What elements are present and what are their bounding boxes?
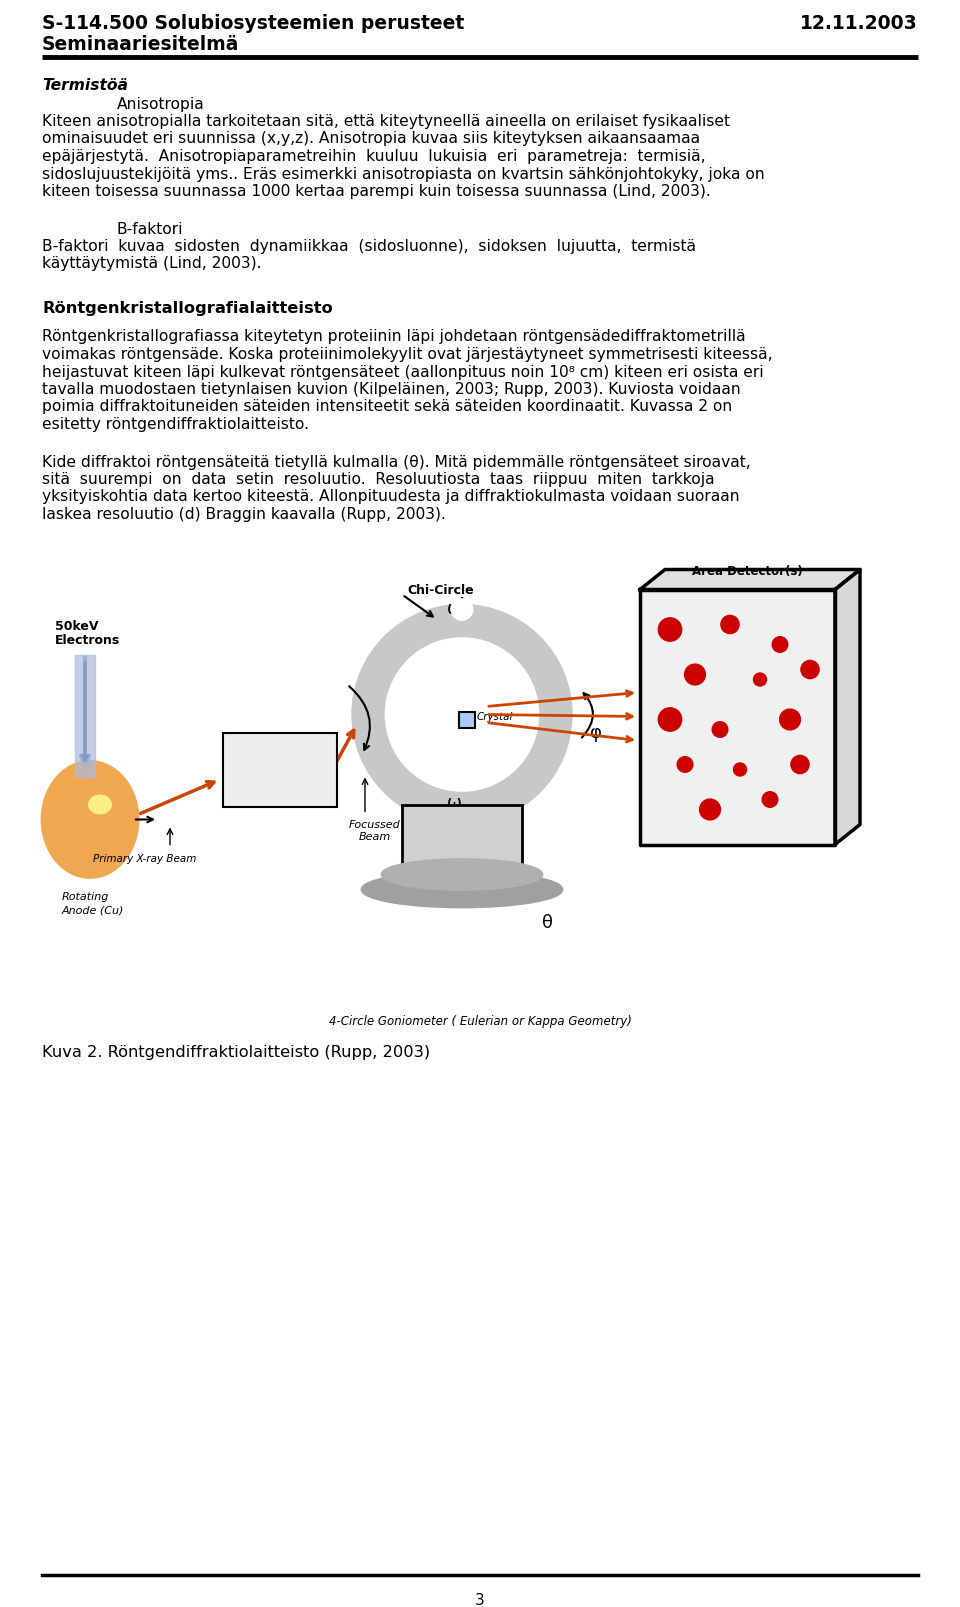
Text: 4-Circle Goniometer ( Eulerian or Kappa Geometry): 4-Circle Goniometer ( Eulerian or Kappa …: [328, 1014, 632, 1027]
Wedge shape: [352, 604, 572, 824]
Text: sidoslujuustekijöitä yms.. Eräs esimerkki anisotropiasta on kvartsin sähkönjohto: sidoslujuustekijöitä yms.. Eräs esimerkk…: [42, 167, 765, 182]
Ellipse shape: [88, 794, 112, 815]
FancyBboxPatch shape: [223, 733, 337, 807]
FancyBboxPatch shape: [459, 712, 475, 728]
Circle shape: [791, 755, 809, 773]
Text: kiteen toisessa suunnassa 1000 kertaa parempi kuin toisessa suunnassa (Lind, 200: kiteen toisessa suunnassa 1000 kertaa pa…: [42, 183, 710, 199]
Text: S-114.500 Solubiosysteemien perusteet: S-114.500 Solubiosysteemien perusteet: [42, 14, 465, 34]
Text: Röntgenkristallografialaitteisto: Röntgenkristallografialaitteisto: [42, 302, 333, 317]
Text: φ: φ: [590, 725, 602, 742]
Text: Beam: Beam: [359, 832, 391, 842]
Text: sitä  suurempi  on  data  setin  resoluutio.  Resoluutiosta  taas  riippuu  mite: sitä suurempi on data setin resoluutio. …: [42, 472, 714, 487]
Circle shape: [712, 722, 728, 738]
Text: Primary X-ray Beam: Primary X-ray Beam: [93, 855, 197, 865]
Ellipse shape: [42, 762, 138, 877]
Text: θ: θ: [542, 914, 553, 932]
Text: laskea resoluutio (d) Braggin kaavalla (Rupp, 2003).: laskea resoluutio (d) Braggin kaavalla (…: [42, 506, 445, 522]
Ellipse shape: [362, 873, 562, 906]
Text: Termistöä: Termistöä: [42, 79, 128, 93]
Text: Focussing Mirrors: Focussing Mirrors: [234, 752, 325, 762]
Text: Area Detector(s): Area Detector(s): [691, 564, 803, 577]
Polygon shape: [835, 569, 860, 845]
Circle shape: [700, 799, 720, 820]
FancyBboxPatch shape: [402, 805, 522, 865]
Text: Chi-Circle: Chi-Circle: [407, 585, 473, 598]
Text: voimakas röntgensäde. Koska proteiinimolekyylit ovat järjestäytyneet symmetrises: voimakas röntgensäde. Koska proteiinimol…: [42, 347, 773, 362]
Text: 12.11.2003: 12.11.2003: [801, 14, 918, 34]
Text: käyttäytymistä (Lind, 2003).: käyttäytymistä (Lind, 2003).: [42, 256, 261, 272]
Text: Focussed: Focussed: [349, 820, 401, 829]
Circle shape: [659, 617, 682, 641]
Ellipse shape: [382, 860, 542, 890]
Circle shape: [659, 707, 682, 731]
Text: Anisotropia: Anisotropia: [117, 96, 204, 112]
Text: 50keV: 50keV: [55, 620, 99, 633]
Polygon shape: [640, 569, 860, 590]
Circle shape: [772, 636, 788, 652]
Circle shape: [721, 615, 739, 633]
Text: Crystal: Crystal: [477, 712, 514, 722]
Text: ω: ω: [446, 599, 462, 617]
Text: Kide diffraktoi röntgensäteitä tietyllä kulmalla (θ). Mitä pidemmälle röntgensät: Kide diffraktoi röntgensäteitä tietyllä …: [42, 455, 751, 469]
Text: B-faktori  kuvaa  sidosten  dynamiikkaa  (sidosluonne),  sidoksen  lujuutta,  te: B-faktori kuvaa sidosten dynamiikkaa (si…: [42, 238, 696, 254]
Text: χ: χ: [322, 730, 338, 757]
Text: B-faktori: B-faktori: [117, 222, 183, 236]
Text: poimia diffraktoituneiden säteiden intensiteetit sekä säteiden koordinaatit. Kuv: poimia diffraktoituneiden säteiden inten…: [42, 400, 732, 415]
Text: esitetty röntgendiffraktiolaitteisto.: esitetty röntgendiffraktiolaitteisto.: [42, 416, 309, 432]
Text: Kiteen anisotropialla tarkoitetaan sitä, että kiteytyneellä aineella on erilaise: Kiteen anisotropialla tarkoitetaan sitä,…: [42, 114, 730, 129]
Text: ominaisuudet eri suunnissa (x,y,z). Anisotropia kuvaa siis kiteytyksen aikaansaa: ominaisuudet eri suunnissa (x,y,z). Anis…: [42, 132, 700, 146]
Circle shape: [762, 792, 778, 807]
Text: ω: ω: [446, 794, 462, 813]
Polygon shape: [640, 590, 835, 845]
Text: 3: 3: [475, 1593, 485, 1607]
Text: yksityiskohtia data kertoo kiteestä. Allonpituudesta ja diffraktiokulmasta voida: yksityiskohtia data kertoo kiteestä. All…: [42, 490, 739, 505]
Text: tavalla muodostaen tietynlaisen kuvion (Kilpeläinen, 2003; Rupp, 2003). Kuviosta: tavalla muodostaen tietynlaisen kuvion (…: [42, 382, 741, 397]
Polygon shape: [75, 654, 95, 776]
Circle shape: [684, 664, 706, 685]
Text: heijastuvat kiteen läpi kulkevat röntgensäteet (aallonpituus noin 10⁸ cm) kiteen: heijastuvat kiteen läpi kulkevat röntgen…: [42, 365, 763, 379]
Text: Anode (Cu): Anode (Cu): [62, 905, 125, 916]
Circle shape: [754, 673, 766, 686]
Circle shape: [677, 757, 693, 773]
Text: Röntgenkristallografiassa kiteytetyn proteiinin läpi johdetaan röntgensädediffra: Röntgenkristallografiassa kiteytetyn pro…: [42, 329, 746, 344]
Text: Rotating: Rotating: [62, 892, 109, 903]
Text: Seminaariesitelmä: Seminaariesitelmä: [42, 35, 239, 55]
Circle shape: [452, 599, 472, 620]
Circle shape: [733, 763, 747, 776]
Circle shape: [801, 660, 819, 678]
Circle shape: [780, 709, 801, 730]
Text: Electrons: Electrons: [55, 635, 120, 648]
Text: (or Monochromator): (or Monochromator): [228, 767, 332, 776]
Text: Kuva 2. Röntgendiffraktiolaitteisto (Rupp, 2003): Kuva 2. Röntgendiffraktiolaitteisto (Rup…: [42, 1045, 430, 1059]
Text: epäjärjestytä.  Anisotropiaparametreihin  kuuluu  lukuisia  eri  parametreja:  t: epäjärjestytä. Anisotropiaparametreihin …: [42, 149, 706, 164]
